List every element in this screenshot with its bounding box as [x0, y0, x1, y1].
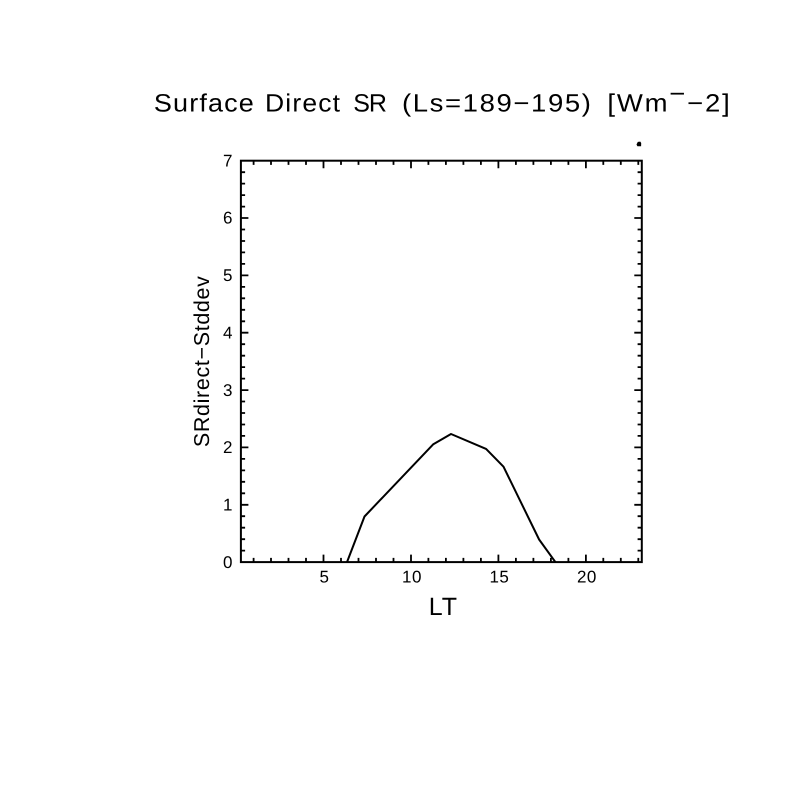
svg-text:20: 20 [577, 568, 597, 587]
svg-text:[Wm−−2]: [Wm−−2] [607, 80, 731, 117]
svg-text:10: 10 [402, 568, 422, 587]
svg-text:4: 4 [223, 323, 233, 342]
svg-text:Direct: Direct [265, 90, 341, 118]
svg-text:0: 0 [223, 553, 233, 572]
svg-text:(Ls=189−195): (Ls=189−195) [402, 90, 593, 118]
svg-text:15: 15 [489, 568, 509, 587]
svg-text:2: 2 [223, 438, 233, 457]
svg-text:Surface: Surface [154, 90, 255, 118]
svg-text:SRdirect−Stddev: SRdirect−Stddev [190, 275, 214, 447]
svg-text:5: 5 [223, 266, 233, 285]
svg-text:LT: LT [429, 593, 458, 621]
svg-text:6: 6 [223, 209, 233, 228]
svg-text:3: 3 [223, 381, 233, 400]
svg-text:SR: SR [353, 90, 386, 118]
svg-text:5: 5 [320, 568, 330, 587]
svg-text:7: 7 [223, 151, 233, 170]
svg-text:1: 1 [223, 496, 233, 515]
